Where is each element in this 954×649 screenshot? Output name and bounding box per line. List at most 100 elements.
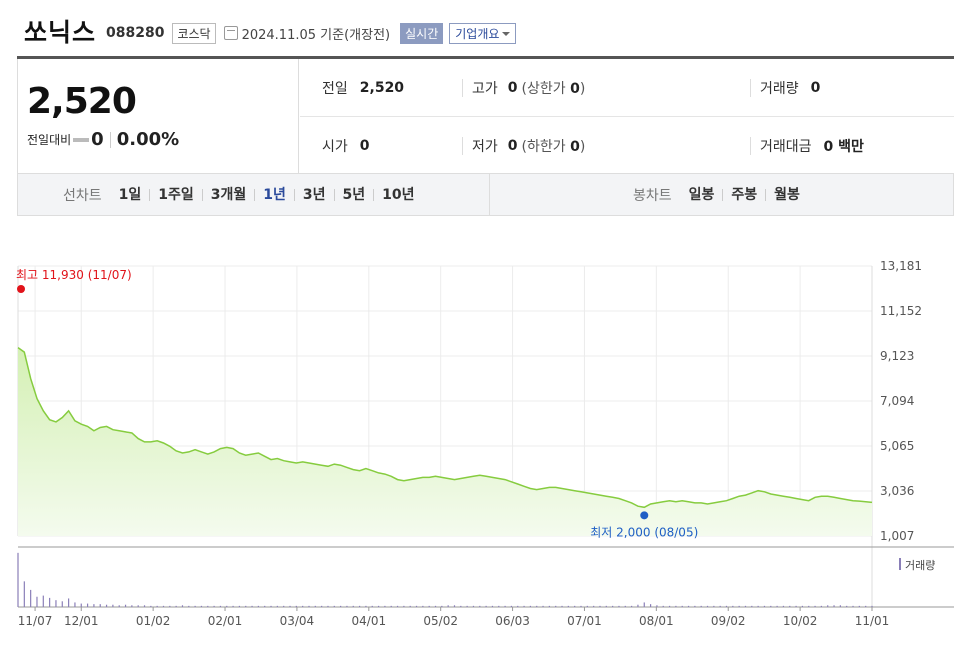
volume-bar [770,605,772,607]
volume-bar [668,605,671,607]
period-3m[interactable]: 3개월 [201,188,255,202]
volume-bar [359,605,361,607]
candle-weekly[interactable]: 주봉 [722,188,765,202]
lower-limit: (하한가 0) [521,139,586,155]
y-tick-label: 9,123 [880,349,914,363]
change-label: 전일대비 [27,133,72,147]
volume-bar [706,605,709,607]
x-tick-label: 08/01 [639,614,674,628]
volume-bar [795,605,797,607]
volume-bar [384,605,386,607]
candle-monthly[interactable]: 월봉 [765,188,808,202]
volume-bar [175,605,177,607]
volume-bar [713,605,715,607]
volume-bar [162,605,165,607]
prev-close-label: 전일 [322,81,348,97]
x-axis-ticks: 11/07 12/01 01/02 02/01 03/04 04/01 05/02 06/03… [18,607,890,628]
volume-bar [827,605,829,607]
caret-down-icon [502,32,511,36]
volume-bar [99,604,101,607]
volume-bar [188,605,190,607]
volume-bar [510,605,513,607]
volume-bar [30,589,32,607]
x-tick-label: 10/02 [783,614,818,628]
volume-bar [131,605,133,607]
divider [750,79,751,97]
y-tick-label: 1,007 [880,529,914,543]
grid [17,265,954,608]
prev-close-cell: 전일 2,520 [322,59,404,117]
market-badge: 코스닥 [172,22,216,44]
volume-bar [207,605,209,607]
period-3y[interactable]: 3년 [293,188,334,202]
x-tick-label: 02/01 [208,614,243,628]
stats-row-2: 시가 0 저가 0 (하한가 0) 거래대금 0 백만 [300,117,954,175]
low-value: 0 [507,138,518,154]
lower-limit-label: 하한가 [526,139,566,155]
candle-daily[interactable]: 일봉 [688,186,715,203]
divider [462,137,463,155]
volume-bar [365,605,367,607]
volume-bar [137,605,139,607]
volume-bar [732,605,734,607]
volume-legend-swatch [899,558,901,570]
change-percent: 0.00% [116,129,180,150]
volume-bar [327,605,329,607]
volume-bar [700,605,702,607]
x-tick-label: 03/04 [280,614,315,628]
period-10y[interactable]: 10년 [373,188,422,202]
volume-bar [264,605,266,607]
price-change: 전일대비 0 0.00% [27,129,179,150]
volume-bar [618,605,620,607]
trade-value-label: 거래대금 [760,139,812,155]
volume-bar [219,605,222,607]
volume-bar [504,605,506,607]
open-label: 시가 [322,139,348,155]
company-overview-dropdown[interactable]: 기업개요 [449,22,517,44]
volume-bar [308,605,310,607]
period-1w[interactable]: 1주일 [149,188,202,202]
volume-bar [396,605,399,607]
volume-bar [403,605,405,607]
realtime-button[interactable]: 실시간 [400,22,444,44]
volume-bar [371,605,373,607]
period-1y[interactable]: 1년 [254,188,294,202]
trade-value-cell: 거래대금 0 백만 [760,117,864,175]
volume-bar [321,605,323,607]
flat-change-icon [73,137,90,142]
company-overview-label: 기업개요 [455,26,500,41]
volume-bar [314,605,316,607]
upper-limit-value: 0 [570,81,580,97]
volume-bar [415,605,418,607]
volume-bar [631,605,633,607]
volume-bar [586,605,588,607]
volume-bar [529,605,531,607]
volume-bar [447,605,449,607]
volume-bar [738,605,740,607]
period-5y[interactable]: 5년 [333,188,374,202]
current-price: 2,520 [27,81,137,122]
volume-bar [194,605,196,607]
volume-bar [460,605,462,607]
stock-code: 088280 [106,25,165,41]
volume-bar [200,605,203,607]
company-name[interactable]: 쏘닉스 [24,18,97,47]
x-tick-label: 01/02 [136,614,171,628]
period-1d[interactable]: 1일 [118,186,142,203]
volume-bar [801,605,804,607]
divider [750,137,751,155]
y-tick-label: 7,094 [880,394,914,408]
volume-bar [390,605,392,607]
line-chart-label: 선차트 [63,187,102,204]
period-selector: 선차트 1일 1주일 3개월 1년 3년 5년 10년 봉차트 일봉 주봉 월봉 [17,174,954,216]
volume-bar [434,605,437,607]
volume-bar [238,605,241,607]
price-chart[interactable]: 13,181 11,152 9,123 7,094 5,065 3,036 1,007 11… [0,240,954,649]
trade-value-value: 0 백만 [823,139,864,155]
x-tick-label: 11/01 [855,614,890,628]
volume-bar [143,605,146,607]
volume-bar [839,605,841,607]
volume-bar [169,605,171,607]
volume-bar [422,605,424,607]
volume-bar [865,605,867,607]
